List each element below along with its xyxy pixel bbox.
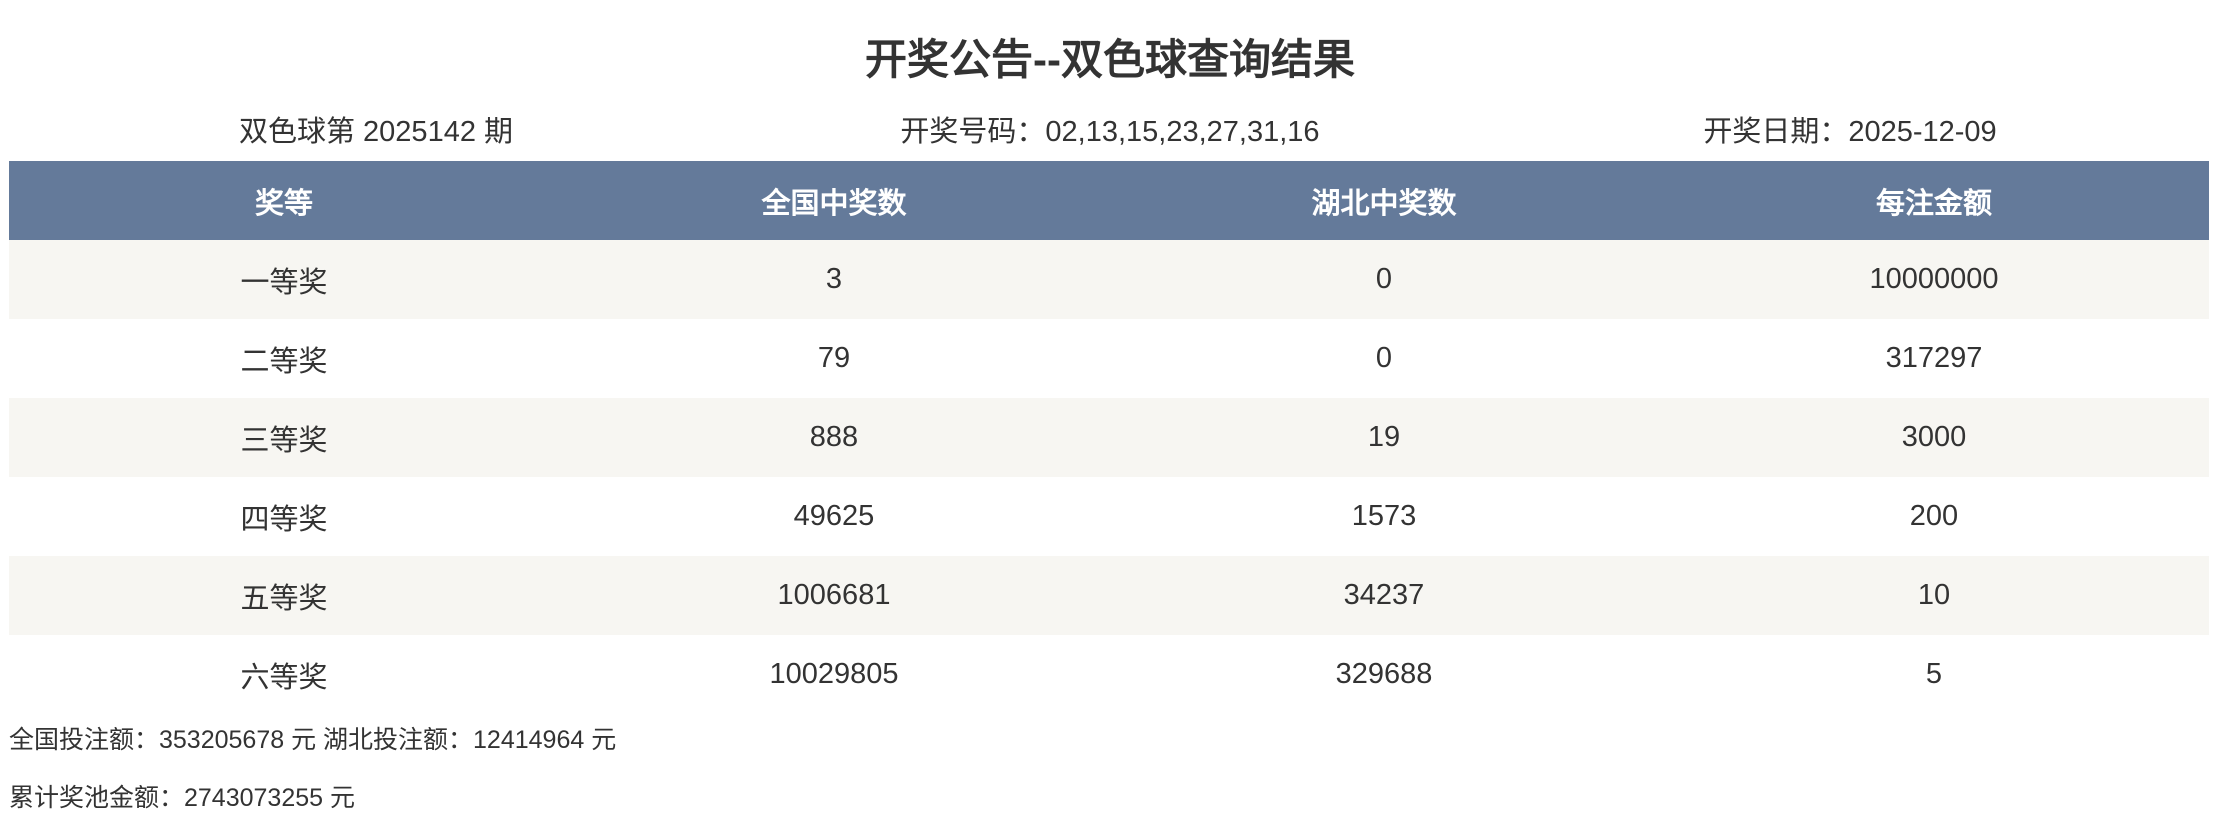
draw-date: 开奖日期：2025-12-09 [1703,116,1997,148]
prize-amount: 3000 [1659,398,2209,477]
col-header-national: 全国中奖数 [559,161,1109,240]
prize-level: 二等奖 [240,345,328,378]
national-winners: 79 [817,342,851,374]
col-header-hubei: 湖北中奖数 [1109,161,1659,240]
national-winners: 10029805 [769,658,899,690]
table-row: 二等奖 79 0 317297 [9,319,2209,398]
prize-level: 六等奖 [240,661,328,694]
national-winners: 3 [559,240,1109,319]
hubei-winners: 329688 [1335,658,1433,690]
prize-amount: 10 [1659,556,2209,635]
hubei-winners: 34237 [1109,556,1659,635]
table-row: 三等奖 888 19 3000 [9,398,2209,477]
table-row: 五等奖 1006681 34237 10 [9,556,2209,635]
national-winners: 888 [559,398,1109,477]
hubei-winners: 0 [1375,342,1393,374]
prize-amount: 200 [1909,500,1959,532]
prize-table: 奖等 全国中奖数 湖北中奖数 每注金额 一等奖 3 0 10000000 二等奖 79 0 3… [9,161,2209,714]
prize-amount: 10000000 [1659,240,2209,319]
winning-numbers: 开奖号码：02,13,15,23,27,31,16 [900,116,1320,148]
prize-amount: 317297 [1885,342,1983,374]
prize-level: 五等奖 [9,556,559,635]
sales-summary: 全国投注额：353205678 元 湖北投注额：12414964 元 [9,726,617,754]
national-winners: 1006681 [559,556,1109,635]
hubei-winners: 1573 [1351,500,1417,532]
prize-level: 四等奖 [240,503,328,536]
jackpot-pool: 累计奖池金额：2743073255 元 [9,784,355,812]
col-header-amount: 每注金额 [1659,161,2209,240]
table-row: 六等奖 10029805 329688 5 [9,635,2209,714]
prize-level: 三等奖 [9,398,559,477]
hubei-winners: 0 [1109,240,1659,319]
issue-number: 双色球第 2025142 期 [238,116,514,148]
col-header-level: 奖等 [9,161,559,240]
national-winners: 49625 [793,500,875,532]
prize-level: 一等奖 [9,240,559,319]
page-title: 开奖公告--双色球查询结果 [865,36,1355,83]
table-row: 四等奖 49625 1573 200 [9,477,2209,556]
table-row: 一等奖 3 0 10000000 [9,240,2209,319]
hubei-winners: 19 [1109,398,1659,477]
prize-amount: 5 [1925,658,1943,690]
table-header-row: 奖等 全国中奖数 湖北中奖数 每注金额 [9,161,2209,240]
